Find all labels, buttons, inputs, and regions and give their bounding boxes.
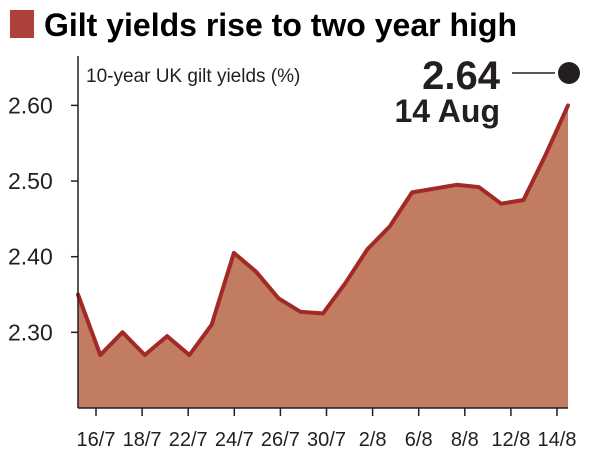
x-tick-label: 26/7 (261, 429, 300, 451)
annotation-dot (558, 62, 580, 84)
x-tick-label: 24/7 (215, 429, 254, 451)
x-tick-label: 8/8 (451, 429, 479, 451)
x-tick-label: 6/8 (405, 429, 433, 451)
x-tick-label: 2/8 (359, 429, 387, 451)
x-tick-label: 22/7 (169, 429, 208, 451)
y-tick-label: 2.40 (8, 244, 53, 270)
title-bullet (10, 10, 34, 38)
x-tick-label: 16/7 (77, 429, 116, 451)
chart-title: Gilt yields rise to two year high (44, 7, 517, 43)
series-area (78, 105, 568, 409)
x-tick-label: 12/8 (491, 429, 530, 451)
x-tick-label: 14/8 (538, 429, 577, 451)
y-tick-label: 2.50 (8, 168, 53, 194)
x-tick-label: 30/7 (307, 429, 346, 451)
series-line (76, 103, 570, 357)
annotation-value: 2.64 (422, 54, 501, 98)
annotation-date: 14 Aug (395, 93, 501, 129)
y-tick-label: 2.30 (8, 319, 53, 345)
chart-subtitle: 10-year UK gilt yields (%) (86, 66, 300, 87)
y-tick-label: 2.60 (8, 92, 53, 118)
x-tick-label: 18/7 (123, 429, 162, 451)
